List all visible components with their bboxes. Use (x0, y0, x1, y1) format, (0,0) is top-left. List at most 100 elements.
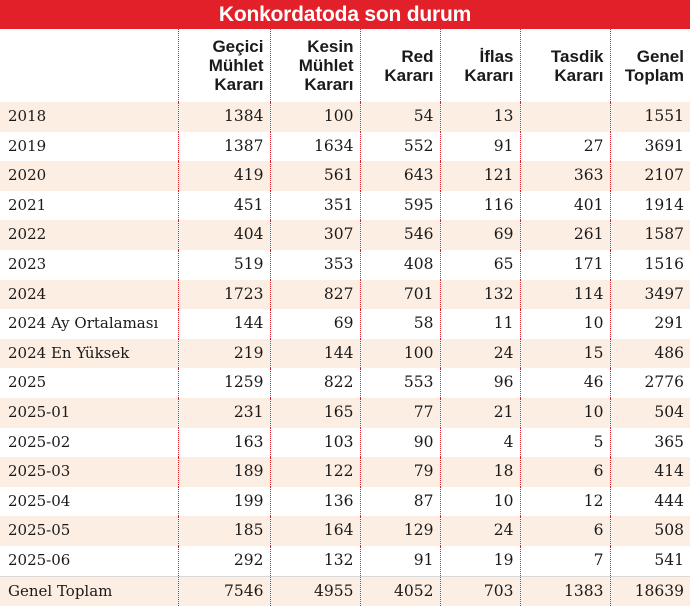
row-label: 2025-06 (0, 545, 179, 576)
genel-toplam-cell: 365 (610, 427, 690, 458)
iflas-cell: 11 (440, 309, 521, 339)
genel-toplam-cell: 1587 (610, 220, 690, 250)
tasdik-cell: 6 (520, 457, 611, 487)
red-cell: 701 (360, 279, 441, 310)
tasdik-cell: 363 (520, 161, 611, 191)
column-header-label (0, 29, 179, 102)
kesin-muhlet-cell: 827 (270, 279, 361, 310)
gecici-muhlet-cell: 163 (178, 427, 271, 458)
genel-toplam-cell: 414 (610, 457, 690, 487)
genel-toplam-cell: 541 (610, 545, 690, 576)
genel-toplam-cell: 3497 (610, 279, 690, 310)
table-row: 2025-02 163 103 90 4 5 365 (0, 427, 690, 458)
red-cell: 100 (360, 338, 441, 369)
gecici-muhlet-cell: 231 (178, 397, 271, 428)
iflas-cell: 116 (440, 190, 521, 221)
red-cell: 90 (360, 427, 441, 458)
kesin-muhlet-cell: 1634 (270, 131, 361, 162)
iflas-cell: 18 (440, 457, 521, 487)
kesin-muhlet-cell: 132 (270, 545, 361, 576)
kesin-muhlet-cell: 561 (270, 161, 361, 191)
genel-toplam-cell: 508 (610, 516, 690, 546)
iflas-cell: 121 (440, 161, 521, 191)
tasdik-cell: 6 (520, 516, 611, 546)
table-row: 2021 451 351 595 116 401 1914 (0, 190, 690, 221)
tasdik-cell: 1383 (520, 575, 611, 606)
genel-toplam-cell: 18639 (610, 575, 690, 606)
tasdik-cell: 10 (520, 309, 611, 339)
table-row: 2025 1259 822 553 96 46 2776 (0, 368, 690, 398)
kesin-muhlet-cell: 144 (270, 338, 361, 369)
iflas-cell: 4 (440, 427, 521, 458)
gecici-muhlet-cell: 185 (178, 516, 271, 546)
gecici-muhlet-cell: 1259 (178, 368, 271, 398)
tasdik-cell: 5 (520, 427, 611, 458)
table-row: 2024 Ay Ortalaması 144 69 58 11 10 291 (0, 309, 690, 339)
tasdik-cell (520, 102, 611, 132)
red-cell: 553 (360, 368, 441, 398)
table-row: 2024 1723 827 701 132 114 3497 (0, 279, 690, 310)
table-row: 2025-04 199 136 87 10 12 444 (0, 486, 690, 517)
kesin-muhlet-cell: 69 (270, 309, 361, 339)
genel-toplam-cell: 1551 (610, 102, 690, 132)
table-row: 2020 419 561 643 121 363 2107 (0, 161, 690, 191)
iflas-cell: 13 (440, 102, 521, 132)
red-cell: 58 (360, 309, 441, 339)
genel-toplam-cell: 2776 (610, 368, 690, 398)
table-row: 2019 1387 1634 552 91 27 3691 (0, 131, 690, 162)
iflas-cell: 21 (440, 397, 521, 428)
iflas-cell: 69 (440, 220, 521, 250)
gecici-muhlet-cell: 189 (178, 457, 271, 487)
table-row: 2025-01 231 165 77 21 10 504 (0, 397, 690, 428)
tasdik-cell: 114 (520, 279, 611, 310)
iflas-cell: 19 (440, 545, 521, 576)
red-cell: 546 (360, 220, 441, 250)
table-row: 2022 404 307 546 69 261 1587 (0, 220, 690, 250)
kesin-muhlet-cell: 122 (270, 457, 361, 487)
column-header-gecici-muhlet: Geçici Mühlet Kararı (178, 29, 271, 102)
row-label: 2025 (0, 368, 179, 398)
tasdik-cell: 401 (520, 190, 611, 221)
red-cell: 77 (360, 397, 441, 428)
kesin-muhlet-cell: 353 (270, 249, 361, 280)
row-label: 2023 (0, 249, 179, 280)
red-cell: 595 (360, 190, 441, 221)
table-body: 2018 1384 100 54 13 1551 2019 1387 1634 552 91 27 36… (0, 102, 690, 606)
table-row: 2025-05 185 164 129 24 6 508 (0, 516, 690, 546)
column-header-tasdik: Tasdik Kararı (520, 29, 611, 102)
genel-toplam-cell: 444 (610, 486, 690, 517)
tasdik-cell: 15 (520, 338, 611, 369)
kesin-muhlet-cell: 136 (270, 486, 361, 517)
red-cell: 408 (360, 249, 441, 280)
column-header-genel-toplam: Genel Toplam (610, 29, 690, 102)
row-label: 2025-01 (0, 397, 179, 428)
gecici-muhlet-cell: 419 (178, 161, 271, 191)
row-label: 2024 (0, 279, 179, 310)
genel-toplam-cell: 486 (610, 338, 690, 369)
row-label: 2022 (0, 220, 179, 250)
iflas-cell: 24 (440, 338, 521, 369)
iflas-cell: 91 (440, 131, 521, 162)
row-label: 2024 Ay Ortalaması (0, 309, 179, 339)
iflas-cell: 703 (440, 575, 521, 606)
row-label: 2020 (0, 161, 179, 191)
red-cell: 54 (360, 102, 441, 132)
red-cell: 87 (360, 486, 441, 517)
gecici-muhlet-cell: 404 (178, 220, 271, 250)
genel-toplam-cell: 291 (610, 309, 690, 339)
iflas-cell: 24 (440, 516, 521, 546)
row-label: 2025-02 (0, 427, 179, 458)
red-cell: 79 (360, 457, 441, 487)
row-label: 2025-04 (0, 486, 179, 517)
header-row: Geçici Mühlet Kararı Kesin Mühlet Kararı… (0, 29, 690, 102)
gecici-muhlet-cell: 519 (178, 249, 271, 280)
column-header-red: Red Kararı (360, 29, 441, 102)
iflas-cell: 65 (440, 249, 521, 280)
table-row: 2024 En Yüksek 219 144 100 24 15 486 (0, 338, 690, 369)
kesin-muhlet-cell: 164 (270, 516, 361, 546)
tasdik-cell: 261 (520, 220, 611, 250)
table-row: 2018 1384 100 54 13 1551 (0, 102, 690, 132)
tasdik-cell: 46 (520, 368, 611, 398)
kesin-muhlet-cell: 103 (270, 427, 361, 458)
red-cell: 129 (360, 516, 441, 546)
